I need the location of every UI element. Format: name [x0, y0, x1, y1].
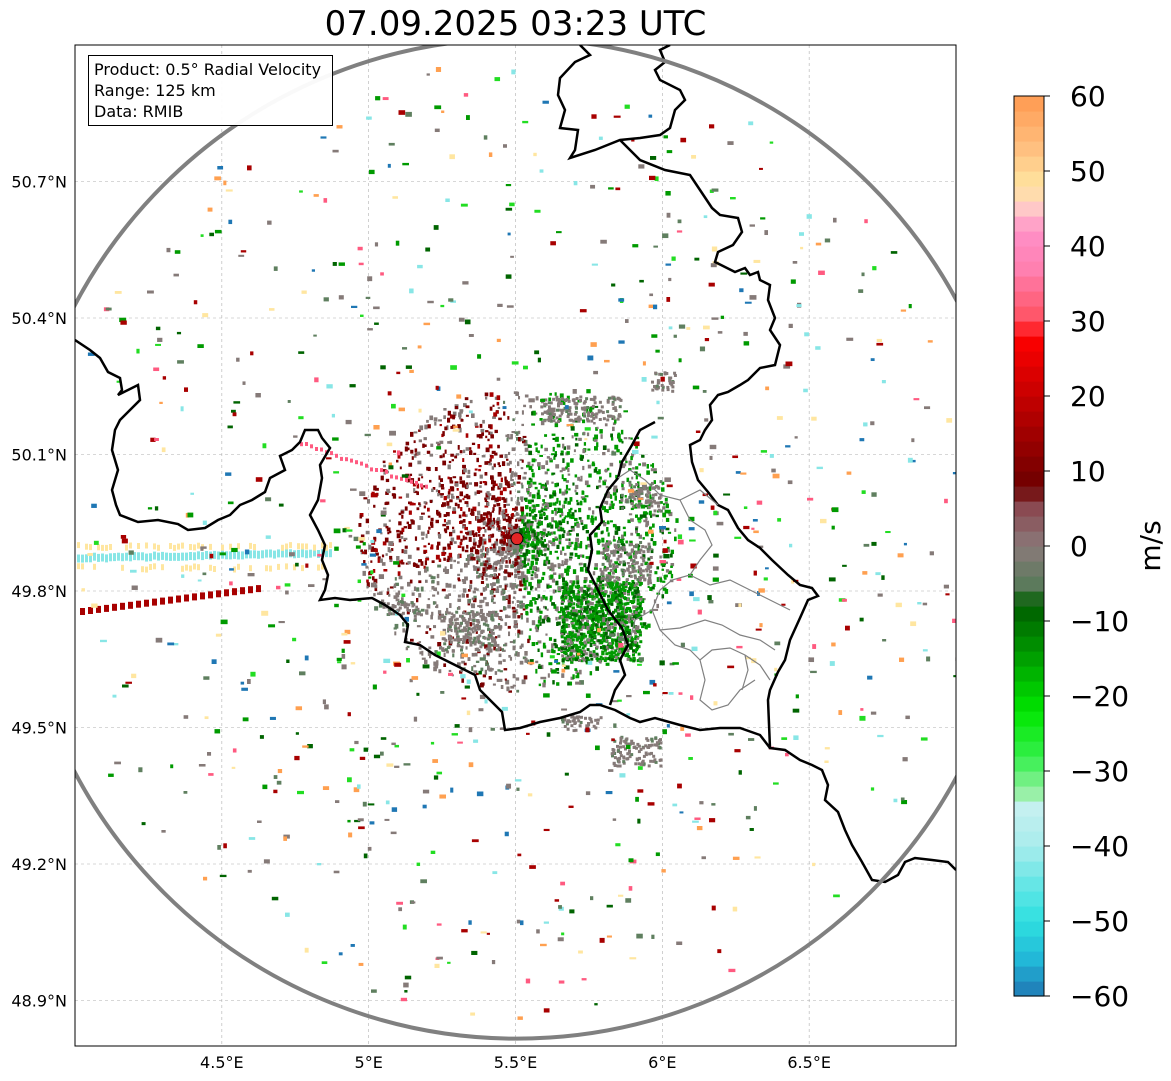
x-tick-label: 5°E	[355, 1053, 383, 1072]
y-tick-label: 48.9°N	[11, 992, 67, 1011]
info-box: Product: 0.5° Radial Velocity Range: 125…	[88, 55, 333, 126]
region-lines	[617, 469, 791, 711]
y-tick-label: 50.4°N	[11, 309, 67, 328]
borders	[75, 45, 956, 884]
border-germany-lux-east	[619, 139, 956, 884]
y-tick-label: 50.1°N	[11, 446, 67, 465]
x-tick-label: 5.5°E	[494, 1053, 538, 1072]
y-tick-label: 50.7°N	[11, 173, 67, 192]
x-tick-label: 6°E	[648, 1053, 676, 1072]
x-tick-label: 6.5°E	[787, 1053, 831, 1072]
info-range: Range: 125 km	[94, 81, 216, 100]
y-tick-label: 49.2°N	[11, 855, 67, 874]
range-ring	[75, 45, 956, 1041]
y-tick-label: 49.8°N	[11, 582, 67, 601]
radar-site-marker[interactable]	[510, 532, 524, 546]
y-axis-ticks: 50.7°N 50.4°N 50.1°N 49.8°N 49.5°N 49.2°N 48.9…	[11, 173, 67, 1011]
x-tick-label: 4.5°E	[200, 1053, 244, 1072]
velocity-echoes	[77, 67, 956, 1020]
info-data: Data: RMIB	[94, 102, 184, 121]
plot-frame	[74, 44, 957, 1047]
y-tick-label: 49.5°N	[11, 719, 67, 738]
info-product: Product: 0.5° Radial Velocity	[94, 60, 322, 79]
map-title: 07.09.2025 03:23 UTC	[324, 4, 707, 44]
x-axis-ticks: 4.5°E 5°E 5.5°E 6°E 6.5°E	[200, 1053, 831, 1072]
border-lux-west	[586, 420, 656, 706]
border-belgium-france-west	[75, 338, 771, 749]
